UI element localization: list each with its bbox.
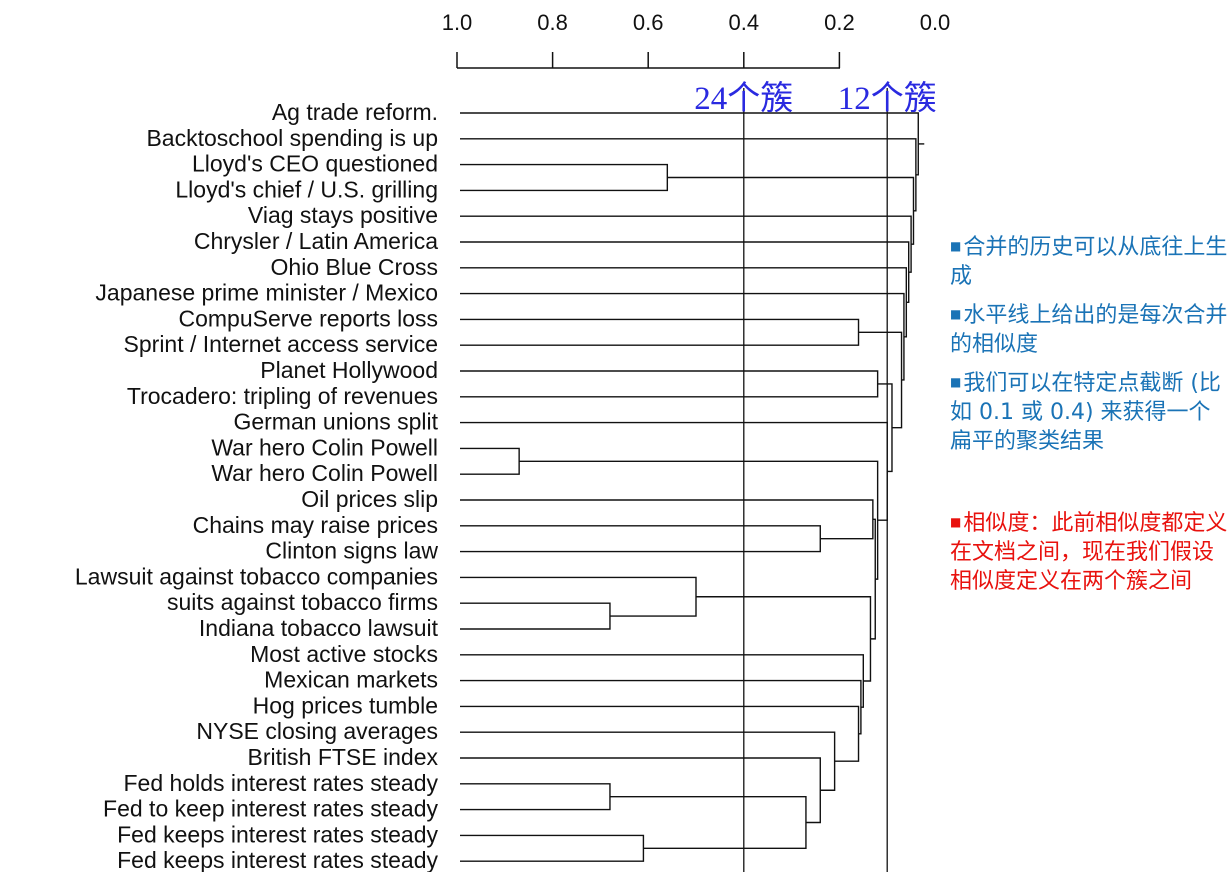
merge-link — [460, 576, 697, 617]
leaf-label: Chains may raise prices — [193, 512, 438, 538]
merge-link — [460, 499, 874, 540]
merge-link — [519, 460, 879, 580]
leaf-label: Japanese prime minister / Mexico — [95, 280, 438, 306]
merge-link — [460, 447, 520, 475]
leaf-label: Mexican markets — [264, 667, 438, 693]
leaf-label: CompuServe reports loss — [179, 305, 439, 331]
note-cluster-similarity: ■相似度：此前相似度都定义在文档之间，现在我们假设相似度定义在两个簇之间 — [950, 508, 1230, 596]
merge-link — [460, 138, 917, 212]
axis-tick-label: 1.0 — [442, 10, 473, 35]
leaf-label: Backtoschool spending is up — [146, 125, 438, 151]
leaf-label: Clinton signs law — [265, 538, 438, 564]
merge-link — [877, 383, 893, 473]
merge-link — [460, 757, 821, 824]
leaf-label: Lloyd's chief / U.S. grilling — [175, 176, 438, 202]
merge-link — [667, 176, 915, 245]
bullet-icon: ■ — [950, 239, 962, 253]
merge-link — [609, 796, 807, 849]
merge-link — [460, 112, 919, 176]
note-text: 我们可以在特定点截断 (比如 0.1 或 0.4) 来获得一个扁平的聚类结果 — [950, 371, 1221, 454]
bullet-icon: ■ — [950, 307, 962, 321]
merge-link — [696, 596, 872, 682]
note-merge-history: ■合并的历史可以从底往上生成 — [950, 232, 1230, 291]
notes-panel: ■合并的历史可以从底往上生成 ■水平线上给出的是每次合并的相似度 ■我们可以在特… — [950, 232, 1230, 605]
leaf-label: Hog prices tumble — [253, 692, 438, 718]
leaf-label: Fed keeps interest rates steady — [117, 821, 438, 847]
merge-link — [858, 331, 903, 429]
leaf-label: German unions split — [233, 409, 438, 435]
cut-lines: 24个簇 12个簇 — [694, 80, 937, 872]
bullet-icon: ■ — [950, 515, 962, 529]
leaf-label: suits against tobacco firms — [167, 589, 438, 615]
merge-link — [460, 318, 860, 346]
merge-link — [460, 834, 645, 862]
note-text: 合并的历史可以从底往上生成 — [950, 235, 1228, 289]
leaf-label: NYSE closing averages — [196, 718, 438, 744]
leaf-label: Indiana tobacco lawsuit — [199, 615, 439, 641]
merge-link — [460, 163, 669, 192]
note-cut-point: ■我们可以在特定点截断 (比如 0.1 或 0.4) 来获得一个扁平的聚类结果 — [950, 368, 1230, 456]
leaf-label: Trocadero: tripling of revenues — [127, 383, 438, 409]
leaf-label: War hero Colin Powell — [211, 434, 438, 460]
axis-tick-label: 0.6 — [633, 10, 664, 35]
leaf-label: Oil prices slip — [301, 486, 438, 512]
axis-tick-label: 0.8 — [537, 10, 568, 35]
note-similarity-lines: ■水平线上给出的是每次合并的相似度 — [950, 300, 1230, 359]
axis-tick-label: 0.4 — [729, 10, 760, 35]
leaf-label: Fed to keep interest rates steady — [103, 796, 438, 822]
dendrogram-links — [460, 112, 925, 862]
merge-link — [460, 421, 888, 521]
leaf-label: War hero Colin Powell — [211, 460, 438, 486]
merge-link — [460, 267, 908, 338]
similarity-axis: 1.0 0.8 0.6 0.4 0.2 0.0 — [442, 10, 951, 69]
leaf-label: British FTSE index — [248, 744, 439, 770]
leaf-labels: Ag trade reform.Backtoschool spending is… — [75, 99, 439, 872]
merge-link — [460, 783, 611, 811]
merge-link — [460, 292, 905, 381]
bullet-icon: ■ — [950, 375, 962, 389]
merge-link — [460, 370, 879, 398]
cut-line-label: 12个簇 — [838, 80, 937, 117]
leaf-label: Chrysler / Latin America — [194, 228, 438, 254]
merge-link — [460, 705, 860, 762]
axis-tick-label: 0.0 — [920, 10, 951, 35]
leaf-label: Viag stays positive — [248, 202, 438, 228]
leaf-label: Most active stocks — [250, 641, 438, 667]
leaf-label: Fed holds interest rates steady — [124, 770, 439, 796]
note-text: 相似度：此前相似度都定义在文档之间，现在我们假设相似度定义在两个簇之间 — [950, 511, 1228, 594]
merge-link — [460, 525, 821, 553]
cut-line-label: 24个簇 — [694, 80, 793, 117]
note-text: 水平线上给出的是每次合并的相似度 — [950, 303, 1228, 357]
merge-link — [460, 679, 862, 735]
leaf-label: Ohio Blue Cross — [271, 254, 438, 280]
leaf-label: Ag trade reform. — [272, 99, 438, 125]
merge-link — [460, 602, 611, 630]
leaf-label: Fed keeps interest rates steady — [117, 847, 438, 872]
merge-link — [460, 731, 836, 791]
axis-tick-label: 0.2 — [824, 10, 855, 35]
leaf-label: Lloyd's CEO questioned — [192, 151, 438, 177]
leaf-label: Planet Hollywood — [260, 357, 438, 383]
leaf-label: Lawsuit against tobacco companies — [75, 563, 438, 589]
merge-link — [460, 215, 912, 273]
leaf-label: Sprint / Internet access service — [124, 331, 438, 357]
